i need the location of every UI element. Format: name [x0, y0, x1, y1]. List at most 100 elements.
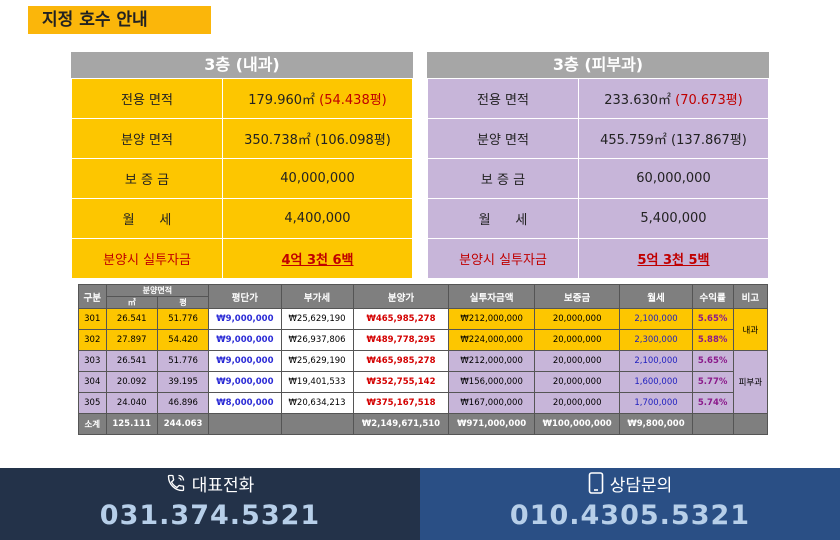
- row-value: 40,000,000: [222, 158, 413, 199]
- row-label: 분양시 실투자금: [427, 238, 579, 279]
- col-sale: 분양가: [352, 284, 450, 309]
- cell-m2: 20.092: [105, 371, 158, 393]
- col-area: 분양면적: [105, 284, 210, 297]
- total-empty: [691, 413, 734, 435]
- main-phone-number[interactable]: 031.374.5321: [99, 500, 321, 531]
- col-note: 비고: [732, 284, 769, 309]
- cell-yield: 5.65%: [691, 308, 734, 330]
- table-row: 305 24.040 46.896 ₩8,000,000 ₩20,634,213…: [78, 392, 768, 414]
- contact-label-text: 대표전화: [191, 476, 255, 496]
- cell-note: 피부과: [732, 350, 769, 414]
- card-row: 보 증 금 40,000,000: [71, 158, 413, 199]
- row-value: 4억 3천 6백: [222, 238, 413, 279]
- row-label: 보 증 금: [427, 158, 579, 199]
- cell-py: 39.195: [156, 371, 210, 393]
- table-row: 304 20.092 39.195 ₩9,000,000 ₩19,401,533…: [78, 371, 768, 393]
- card-row: 전용 면적 233.630㎡ (70.673평): [427, 78, 769, 119]
- row-value: 179.960㎡ (54.438평): [222, 78, 413, 119]
- cell-rent: 1,600,000: [619, 371, 693, 393]
- row-label: 보 증 금: [71, 158, 223, 199]
- cell-sale: ₩375,167,518: [352, 392, 450, 414]
- row-value: 5,400,000: [578, 198, 769, 239]
- total-invest: ₩971,000,000: [448, 413, 535, 435]
- cell-invest: ₩212,000,000: [448, 350, 535, 372]
- cell-yield: 5.74%: [691, 392, 734, 414]
- cell-no: 301: [78, 308, 107, 330]
- contact-main: 대표전화 031.374.5321: [0, 468, 420, 540]
- cell-py: 46.896: [156, 392, 210, 414]
- cell-unit-price: ₩9,000,000: [208, 371, 282, 393]
- phone-icon: [166, 473, 186, 500]
- col-m2: ㎡: [105, 296, 158, 309]
- total-deposit: ₩100,000,000: [533, 413, 621, 435]
- col-gubun: 구분: [78, 284, 107, 309]
- invest-value: 5억 3천 5백: [637, 253, 710, 268]
- cell-py: 54.420: [156, 329, 210, 351]
- cell-no: 303: [78, 350, 107, 372]
- card-row: 분양시 실투자금 5억 3천 5백: [427, 238, 769, 279]
- card-row: 전용 면적 179.960㎡ (54.438평): [71, 78, 413, 119]
- cell-unit-price: ₩9,000,000: [208, 350, 282, 372]
- invest-value: 4억 3천 6백: [281, 253, 354, 268]
- cell-deposit: 20,000,000: [533, 350, 621, 372]
- row-label: 전용 면적: [71, 78, 223, 119]
- cell-vat: ₩20,634,213: [280, 392, 354, 414]
- card-header: 3층 (내과): [71, 52, 413, 78]
- cell-rent: 2,100,000: [619, 350, 693, 372]
- card-internal-medicine: 3층 (내과) 전용 면적 179.960㎡ (54.438평) 분양 면적 3…: [71, 52, 413, 279]
- row-value: 60,000,000: [578, 158, 769, 199]
- card-table: 전용 면적 179.960㎡ (54.438평) 분양 면적 350.738㎡ …: [71, 78, 413, 279]
- total-row: 소계 125.111 244.063 ₩2,149,671,510 ₩971,0…: [78, 413, 769, 435]
- consult-phone-number[interactable]: 010.4305.5321: [509, 500, 751, 531]
- cell-unit-price: ₩9,000,000: [208, 329, 282, 351]
- cell-unit-price: ₩8,000,000: [208, 392, 282, 414]
- cell-vat: ₩25,629,190: [280, 308, 354, 330]
- units-table: 구분 분양면적 평단가 부가세 분양가 실투자금액 보증금 월세 수익률 비고 …: [78, 284, 769, 435]
- cell-no: 304: [78, 371, 107, 393]
- cell-py: 51.776: [156, 308, 210, 330]
- row-label: 월 세: [71, 198, 223, 239]
- cell-note: 내과: [732, 308, 769, 351]
- cell-no: 302: [78, 329, 107, 351]
- mobile-icon: [588, 471, 604, 501]
- card-row: 월 세 4,400,000: [71, 198, 413, 239]
- row-label: 월 세: [427, 198, 579, 239]
- card-row: 보 증 금 60,000,000: [427, 158, 769, 199]
- contact-label-text: 상담문의: [609, 476, 673, 496]
- row-value: 4,400,000: [222, 198, 413, 239]
- row-label: 분양 면적: [427, 118, 579, 159]
- card-row: 분양시 실투자금 4억 3천 6백: [71, 238, 413, 279]
- page-title: 지정 호수 안내: [28, 6, 211, 34]
- cell-vat: ₩25,629,190: [280, 350, 354, 372]
- total-py: 244.063: [156, 413, 210, 435]
- cell-unit-price: ₩9,000,000: [208, 308, 282, 330]
- card-dermatology: 3층 (피부과) 전용 면적 233.630㎡ (70.673평) 분양 면적 …: [427, 52, 769, 279]
- cell-sale: ₩489,778,295: [352, 329, 450, 351]
- total-empty: [280, 413, 354, 435]
- cell-invest: ₩156,000,000: [448, 371, 535, 393]
- contact-label: 상담문의: [420, 471, 840, 501]
- total-label: 소계: [78, 413, 107, 435]
- cell-m2: 24.040: [105, 392, 158, 414]
- total-m2: 125.111: [105, 413, 158, 435]
- contact-consult: 상담문의 010.4305.5321: [420, 468, 840, 540]
- row-value: 5억 3천 5백: [578, 238, 769, 279]
- card-row: 월 세 5,400,000: [427, 198, 769, 239]
- cell-yield: 5.77%: [691, 371, 734, 393]
- cell-no: 305: [78, 392, 107, 414]
- card-row: 분양 면적 455.759㎡ (137.867평): [427, 118, 769, 159]
- row-value: 455.759㎡ (137.867평): [578, 118, 769, 159]
- cell-rent: 2,300,000: [619, 329, 693, 351]
- col-py: 평: [156, 296, 210, 309]
- card-table: 전용 면적 233.630㎡ (70.673평) 분양 면적 455.759㎡ …: [427, 78, 769, 279]
- row-value: 350.738㎡ (106.098평): [222, 118, 413, 159]
- cell-deposit: 20,000,000: [533, 329, 621, 351]
- table-row: 301 26.541 51.776 ₩9,000,000 ₩25,629,190…: [78, 308, 769, 351]
- total-empty: [208, 413, 282, 435]
- cell-sale: ₩465,985,278: [352, 350, 450, 372]
- col-rent: 월세: [619, 284, 693, 309]
- total-sale: ₩2,149,671,510: [352, 413, 450, 435]
- cell-m2: 27.897: [105, 329, 158, 351]
- cell-m2: 26.541: [105, 350, 158, 372]
- cell-deposit: 20,000,000: [533, 392, 621, 414]
